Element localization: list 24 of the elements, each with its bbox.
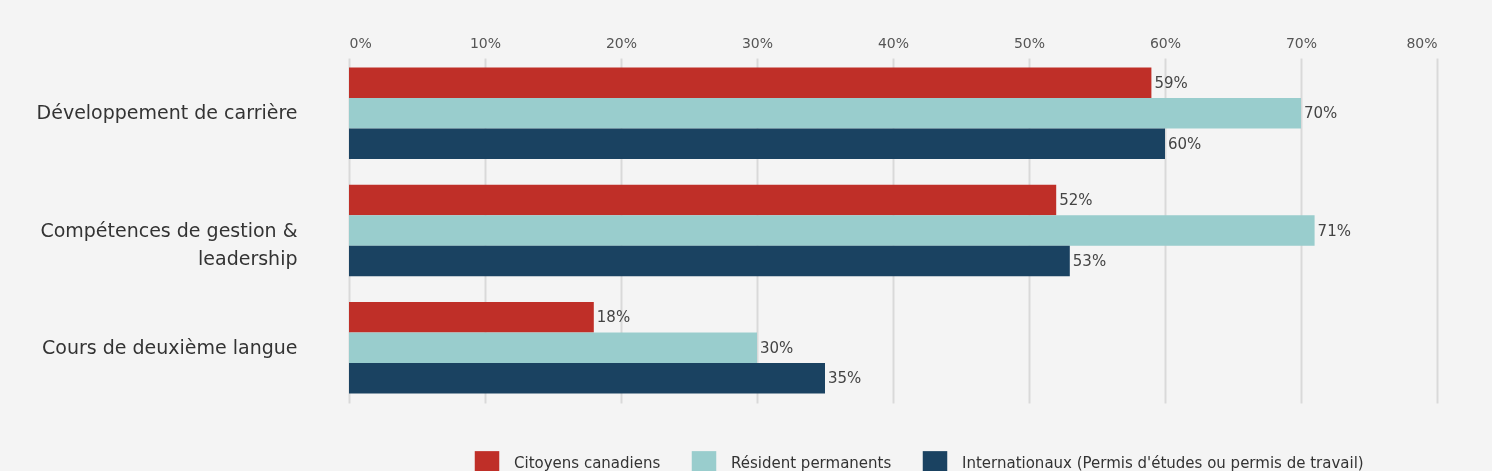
legend-label: Résident permanents <box>731 454 892 471</box>
data-label: 60% <box>1168 134 1202 153</box>
data-label: 18% <box>596 308 631 327</box>
legend-label: Internationaux (Permis d'études ou permis de travail) <box>962 454 1364 471</box>
x-tick-label: 20% <box>605 34 638 51</box>
data-label: 53% <box>1072 252 1107 271</box>
x-tick-label: 0% <box>349 34 372 51</box>
data-label: 71% <box>1317 221 1351 240</box>
data-label: 59% <box>1154 73 1188 92</box>
x-tick-label: 40% <box>877 34 910 51</box>
x-tick-label: 80% <box>1406 34 1438 51</box>
y-tick-label: Cours de deuxième langue <box>42 335 298 358</box>
x-tick-label: 70% <box>1285 34 1318 51</box>
data-label: 70% <box>1304 104 1338 123</box>
y-tick-label: Compétences de gestion & leadership <box>40 218 298 269</box>
data-label: 52% <box>1059 190 1093 209</box>
y-tick-label: Développement de carrière <box>36 101 298 124</box>
x-tick-label: 10% <box>469 34 502 51</box>
data-label: 35% <box>828 369 862 388</box>
x-tick-label: 60% <box>1149 34 1182 51</box>
x-tick-label: 30% <box>741 34 774 51</box>
x-tick-label: 50% <box>1013 34 1046 51</box>
data-label: 30% <box>760 338 794 357</box>
legend-label: Citoyens canadiens <box>514 454 661 471</box>
